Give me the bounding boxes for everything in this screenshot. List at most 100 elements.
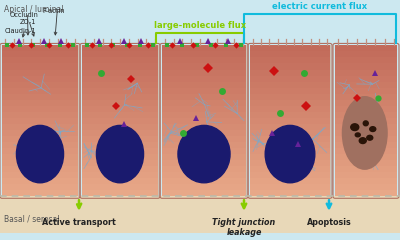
- Bar: [82, 99, 158, 106]
- Bar: [162, 99, 246, 106]
- Bar: [2, 45, 78, 51]
- Bar: [82, 166, 158, 172]
- Bar: [335, 160, 397, 166]
- Bar: [250, 117, 330, 124]
- Bar: [162, 129, 246, 136]
- Bar: [335, 154, 397, 160]
- Text: Occludin: Occludin: [10, 12, 39, 18]
- Bar: [250, 129, 330, 136]
- Bar: [162, 123, 246, 130]
- Bar: [250, 81, 330, 88]
- Bar: [2, 69, 78, 76]
- Bar: [162, 172, 246, 178]
- Bar: [250, 93, 330, 100]
- Bar: [162, 57, 246, 63]
- Bar: [335, 123, 397, 130]
- Bar: [250, 154, 330, 160]
- Bar: [82, 93, 158, 100]
- Bar: [250, 99, 330, 106]
- Bar: [162, 111, 246, 118]
- Bar: [82, 117, 158, 124]
- Bar: [82, 75, 158, 82]
- Bar: [2, 123, 78, 130]
- Bar: [250, 63, 330, 70]
- Bar: [250, 123, 330, 130]
- Bar: [162, 160, 246, 166]
- Bar: [2, 105, 78, 112]
- Ellipse shape: [178, 125, 230, 183]
- Bar: [2, 172, 78, 178]
- Bar: [250, 57, 330, 63]
- Text: ZO-1: ZO-1: [20, 19, 36, 25]
- Ellipse shape: [16, 125, 64, 183]
- Bar: [250, 184, 330, 190]
- Bar: [162, 63, 246, 70]
- Text: electric current flux: electric current flux: [272, 2, 368, 11]
- Bar: [250, 178, 330, 184]
- Bar: [162, 45, 246, 51]
- Bar: [335, 105, 397, 112]
- Bar: [335, 81, 397, 88]
- Bar: [250, 166, 330, 172]
- Bar: [335, 166, 397, 172]
- Bar: [162, 87, 246, 94]
- Bar: [335, 190, 397, 196]
- Bar: [250, 172, 330, 178]
- Bar: [82, 142, 158, 148]
- Bar: [2, 111, 78, 118]
- Bar: [250, 136, 330, 142]
- Ellipse shape: [359, 138, 366, 144]
- Text: Apoptosis: Apoptosis: [307, 217, 351, 227]
- Ellipse shape: [355, 133, 360, 137]
- Bar: [335, 136, 397, 142]
- Bar: [82, 148, 158, 154]
- Bar: [162, 142, 246, 148]
- Bar: [82, 69, 158, 76]
- Bar: [162, 154, 246, 160]
- Text: Apical / luminal: Apical / luminal: [4, 5, 64, 14]
- Bar: [82, 111, 158, 118]
- Bar: [162, 136, 246, 142]
- Bar: [335, 57, 397, 63]
- Bar: [2, 178, 78, 184]
- Bar: [82, 63, 158, 70]
- Bar: [335, 51, 397, 57]
- Bar: [335, 148, 397, 154]
- Bar: [162, 184, 246, 190]
- Bar: [2, 142, 78, 148]
- Bar: [82, 45, 158, 51]
- Bar: [250, 111, 330, 118]
- Bar: [2, 81, 78, 88]
- Bar: [82, 129, 158, 136]
- Bar: [2, 93, 78, 100]
- Bar: [82, 184, 158, 190]
- Bar: [335, 142, 397, 148]
- Bar: [335, 178, 397, 184]
- Bar: [2, 190, 78, 196]
- Bar: [82, 190, 158, 196]
- Bar: [162, 93, 246, 100]
- Bar: [250, 160, 330, 166]
- Bar: [250, 105, 330, 112]
- Bar: [335, 75, 397, 82]
- Bar: [0, 196, 400, 233]
- Bar: [250, 75, 330, 82]
- Bar: [335, 63, 397, 70]
- Bar: [82, 57, 158, 63]
- Bar: [82, 178, 158, 184]
- Bar: [335, 172, 397, 178]
- Bar: [82, 136, 158, 142]
- Bar: [335, 87, 397, 94]
- Bar: [82, 160, 158, 166]
- Bar: [82, 81, 158, 88]
- Ellipse shape: [96, 125, 144, 183]
- Bar: [82, 51, 158, 57]
- Text: Basal / serosal: Basal / serosal: [4, 214, 60, 223]
- Text: Tight junction
leakage: Tight junction leakage: [212, 217, 276, 237]
- Ellipse shape: [370, 127, 376, 132]
- Bar: [2, 51, 78, 57]
- Bar: [335, 117, 397, 124]
- Bar: [2, 148, 78, 154]
- Bar: [162, 148, 246, 154]
- Bar: [335, 45, 397, 51]
